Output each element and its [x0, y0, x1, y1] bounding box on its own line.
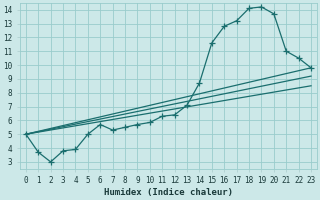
X-axis label: Humidex (Indice chaleur): Humidex (Indice chaleur) — [104, 188, 233, 197]
